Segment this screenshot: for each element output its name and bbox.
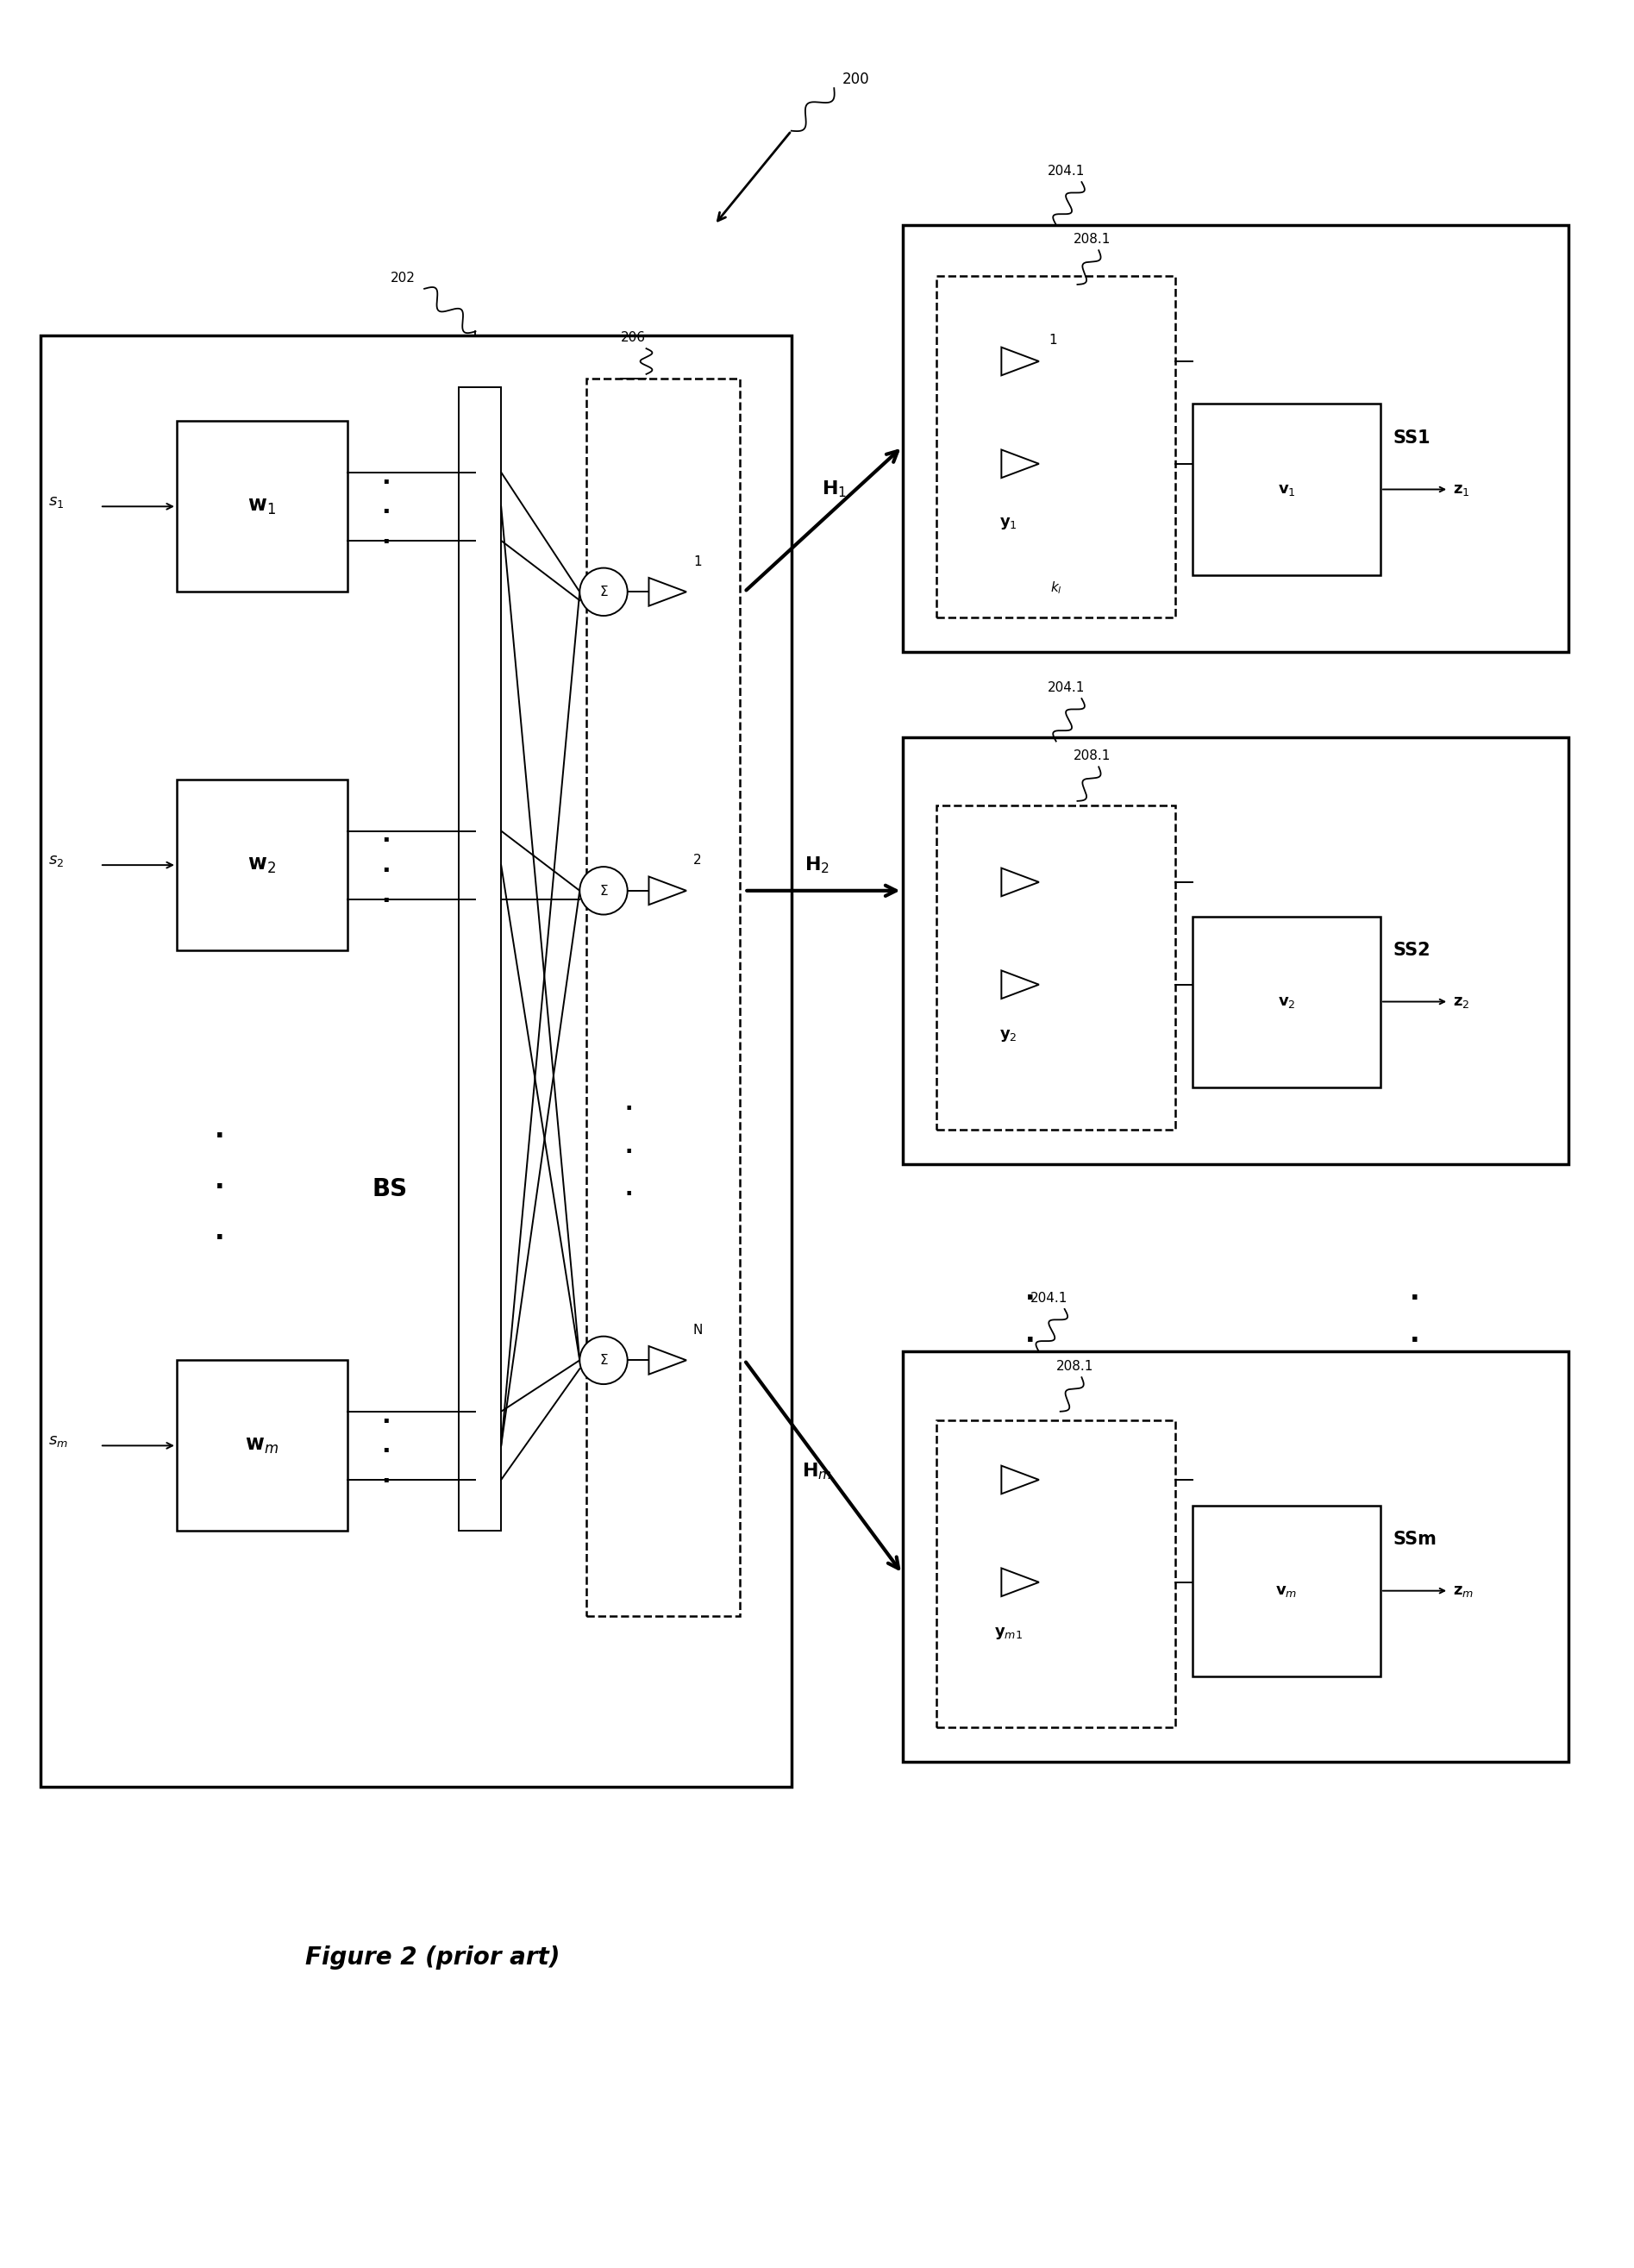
Text: $\mathbf{H}_m$: $\mathbf{H}_m$: [802, 1461, 832, 1481]
Bar: [1193, 916, 1381, 1086]
Bar: [587, 379, 740, 1617]
Text: SSm: SSm: [1394, 1531, 1438, 1549]
Bar: [902, 225, 1569, 651]
Text: .: .: [626, 1136, 634, 1157]
Text: $\mathbf{y}_2$: $\mathbf{y}_2$: [1000, 1027, 1016, 1043]
Text: 208.1: 208.1: [1074, 751, 1111, 762]
Text: 1: 1: [1049, 333, 1057, 347]
Bar: [41, 336, 791, 1787]
Text: SS1: SS1: [1394, 429, 1431, 447]
Text: $s_1$: $s_1$: [49, 494, 64, 510]
Bar: [176, 780, 348, 950]
Text: SS2: SS2: [1394, 941, 1431, 959]
Text: .: .: [381, 494, 391, 519]
Circle shape: [580, 567, 627, 615]
Polygon shape: [1002, 1465, 1039, 1495]
Bar: [902, 737, 1569, 1163]
Text: 204.1: 204.1: [1031, 1293, 1069, 1304]
Text: Figure 2 (prior art): Figure 2 (prior art): [306, 1946, 560, 1971]
Text: $k_l$: $k_l$: [1051, 581, 1062, 596]
Text: .: .: [214, 1220, 224, 1245]
Text: 208.1: 208.1: [1074, 234, 1111, 245]
Text: .: .: [381, 823, 391, 848]
Polygon shape: [1002, 1567, 1039, 1597]
Text: $\mathbf{y}_{m1}$: $\mathbf{y}_{m1}$: [993, 1626, 1023, 1642]
Text: .: .: [381, 882, 391, 907]
Text: $\Sigma$: $\Sigma$: [600, 885, 608, 898]
Text: 208.1: 208.1: [1056, 1361, 1093, 1372]
Text: $s_2$: $s_2$: [49, 853, 64, 869]
Polygon shape: [649, 578, 686, 606]
Text: $\mathbf{v}_2$: $\mathbf{v}_2$: [1278, 993, 1296, 1009]
Text: $\mathbf{H}_1$: $\mathbf{H}_1$: [822, 479, 846, 499]
Text: 206: 206: [621, 331, 645, 345]
Text: $\mathbf{w}_1$: $\mathbf{w}_1$: [248, 497, 276, 517]
Text: .: .: [1026, 1279, 1036, 1304]
Text: $\mathbf{z}_2$: $\mathbf{z}_2$: [1453, 993, 1469, 1009]
Text: $s_m$: $s_m$: [49, 1433, 69, 1449]
Text: .: .: [381, 1404, 391, 1429]
Polygon shape: [1002, 971, 1039, 998]
Text: $\mathbf{y}_1$: $\mathbf{y}_1$: [1000, 515, 1018, 531]
Bar: [176, 422, 348, 592]
Text: $\mathbf{w}_2$: $\mathbf{w}_2$: [248, 855, 276, 875]
Text: 200: 200: [843, 73, 869, 88]
Bar: [936, 805, 1175, 1129]
Text: .: .: [1410, 1322, 1420, 1347]
Circle shape: [580, 1336, 627, 1383]
Bar: [1193, 404, 1381, 574]
Text: .: .: [381, 524, 391, 549]
Text: 204.1: 204.1: [1047, 166, 1085, 177]
Text: 204.1: 204.1: [1047, 680, 1085, 694]
Bar: [459, 388, 502, 1531]
Text: .: .: [381, 1433, 391, 1458]
Text: 2: 2: [693, 853, 701, 866]
Polygon shape: [1002, 869, 1039, 896]
Text: N: N: [693, 1325, 703, 1336]
Bar: [176, 1361, 348, 1531]
Text: $\Sigma$: $\Sigma$: [600, 585, 608, 599]
Polygon shape: [1002, 347, 1039, 376]
Text: $\mathbf{z}_1$: $\mathbf{z}_1$: [1453, 481, 1471, 497]
Bar: [936, 277, 1175, 617]
Text: $\mathbf{v}_1$: $\mathbf{v}_1$: [1278, 481, 1296, 497]
Text: BS: BS: [373, 1177, 408, 1202]
Polygon shape: [1002, 449, 1039, 479]
Text: $\Sigma$: $\Sigma$: [600, 1354, 608, 1368]
Circle shape: [580, 866, 627, 914]
Text: .: .: [214, 1118, 224, 1143]
Text: .: .: [214, 1168, 224, 1193]
Text: 1: 1: [693, 556, 701, 567]
Text: $\mathbf{H}_2$: $\mathbf{H}_2$: [804, 855, 830, 875]
Text: .: .: [1026, 1322, 1036, 1347]
Bar: [902, 1352, 1569, 1762]
Text: $\mathbf{v}_m$: $\mathbf{v}_m$: [1276, 1583, 1297, 1599]
Polygon shape: [649, 878, 686, 905]
Text: .: .: [381, 1463, 391, 1488]
Text: $\mathbf{z}_m$: $\mathbf{z}_m$: [1453, 1583, 1474, 1599]
Text: .: .: [626, 1179, 634, 1200]
Text: .: .: [381, 853, 391, 878]
Text: .: .: [381, 465, 391, 488]
Text: .: .: [626, 1093, 634, 1114]
Text: $\mathbf{w}_m$: $\mathbf{w}_m$: [245, 1436, 279, 1456]
Text: 202: 202: [391, 272, 415, 284]
Polygon shape: [649, 1347, 686, 1374]
Bar: [936, 1420, 1175, 1728]
Text: .: .: [1410, 1279, 1420, 1304]
Bar: [1193, 1506, 1381, 1676]
